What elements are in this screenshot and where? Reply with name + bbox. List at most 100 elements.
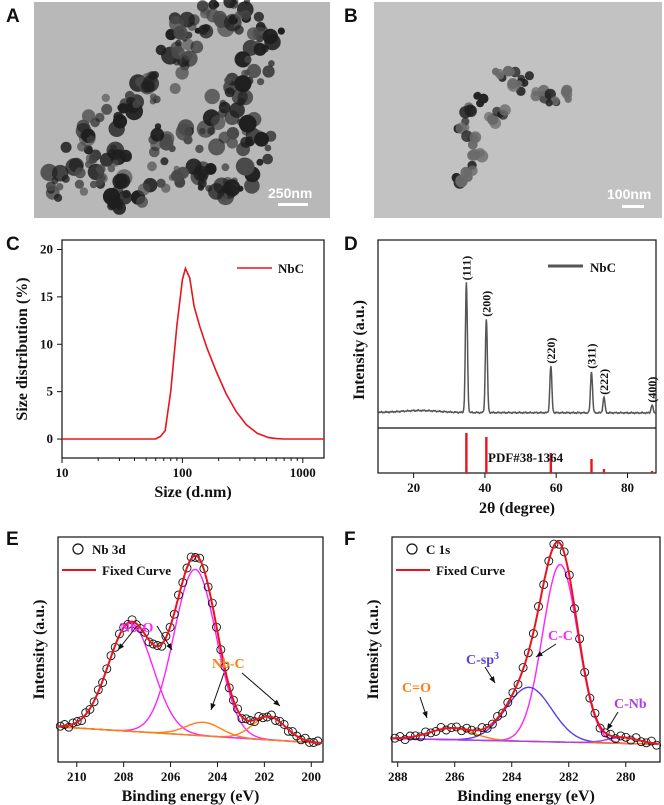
data-point — [436, 722, 446, 732]
particle — [51, 177, 59, 185]
x-tick-label: 10 — [56, 465, 69, 480]
y-tick-label: 15 — [40, 289, 54, 304]
legend-label: Fixed Curve — [436, 563, 505, 578]
particle — [223, 0, 237, 9]
particle — [102, 187, 121, 206]
annotation-arrowhead — [166, 643, 172, 650]
peak-label: (222) — [597, 369, 611, 395]
x-tick-label: 208 — [114, 769, 134, 784]
x-tick-label: 288 — [388, 769, 408, 784]
data-point — [186, 552, 196, 562]
fit-curve — [392, 540, 659, 745]
particle — [253, 11, 264, 22]
panel-label-b: B — [344, 6, 358, 27]
tem-image-b: 100nm — [374, 2, 662, 218]
plot-frame — [61, 239, 325, 459]
particle — [496, 71, 505, 80]
particle — [61, 174, 70, 183]
legend-label: NbC — [590, 260, 616, 275]
data-point — [508, 688, 518, 698]
particle — [175, 39, 182, 47]
particle — [227, 129, 236, 138]
annotation-arrowhead — [210, 703, 216, 710]
component-nb-c-3d3-2 — [57, 721, 322, 744]
scale-bar-label-a: 250nm — [268, 185, 312, 201]
data-point — [241, 714, 251, 724]
particle — [231, 88, 248, 105]
annotation-arrow — [210, 672, 225, 711]
x-tick-label: 286 — [445, 769, 465, 784]
plot-frame — [391, 536, 661, 763]
particle — [190, 40, 204, 54]
component-c-c — [391, 563, 659, 745]
annotation-superscript: 3 — [494, 651, 499, 662]
particle — [244, 178, 260, 194]
particle — [268, 60, 275, 67]
data-point — [102, 664, 112, 674]
data-point — [233, 704, 243, 714]
particle — [246, 63, 262, 79]
plot-frame — [377, 239, 657, 474]
particle — [455, 174, 468, 188]
x-axis-label: 2θ (degree) — [479, 500, 555, 517]
y-axis-label: Intensity (a.u.) — [365, 599, 382, 699]
particle — [564, 95, 572, 104]
particle — [97, 172, 108, 184]
plot-frame — [57, 536, 324, 763]
x-axis-label: Size (d.nm) — [154, 484, 231, 501]
particle — [74, 167, 86, 179]
x-tick-label: 1000 — [290, 465, 316, 480]
particle — [81, 109, 96, 123]
x-tick-label: 210 — [67, 769, 87, 784]
data-point — [652, 740, 662, 750]
particle — [262, 153, 274, 165]
y-axis-label: Intensity (a.u.) — [31, 599, 48, 699]
y-tick-label: 5 — [47, 384, 54, 399]
particle — [111, 159, 119, 167]
chart-f: 288 286 284 282 280 C 1s Fixed Curve Binding en… — [365, 536, 662, 805]
data-point — [228, 695, 238, 705]
particle — [524, 71, 535, 81]
y-tick-label: 20 — [40, 241, 53, 256]
scale-bar-a — [278, 203, 308, 206]
data-point — [313, 736, 323, 746]
particle — [240, 136, 252, 148]
particle — [221, 163, 230, 172]
panel-label-f: F — [344, 529, 356, 550]
x-tick-label: 40 — [478, 480, 491, 495]
annotation-arrowhead — [607, 723, 613, 730]
x-tick-label: 200 — [302, 769, 322, 784]
particle — [247, 27, 260, 41]
annotation-label: C=O — [402, 681, 431, 696]
particle — [226, 137, 238, 149]
x-tick-label: 202 — [255, 769, 275, 784]
data-point — [144, 637, 154, 647]
particle — [141, 79, 155, 93]
particle — [151, 71, 159, 79]
panel-label-d: D — [344, 234, 358, 255]
particle — [240, 10, 252, 21]
particle — [183, 135, 193, 145]
particle — [210, 115, 226, 131]
particle — [257, 78, 265, 86]
particle — [96, 164, 106, 174]
data-point — [195, 553, 205, 563]
particle — [132, 100, 141, 109]
particle — [207, 127, 216, 136]
particle — [112, 173, 128, 189]
x-tick-label: 206 — [161, 769, 181, 784]
particle — [530, 90, 542, 102]
x-tick-label: 282 — [559, 769, 579, 784]
y-axis-label: Intensity (a.u.) — [351, 300, 368, 400]
particle — [107, 164, 116, 173]
peak-label: (220) — [544, 338, 558, 364]
particle — [168, 145, 176, 153]
peak-label: (111) — [459, 256, 473, 281]
legend-label: NbC — [278, 261, 304, 276]
particle — [464, 104, 477, 117]
particle — [504, 68, 513, 77]
particle — [218, 101, 231, 114]
chart-e: 210 208 206 204 202 200 Nb 3d Fixed Curve Bindin… — [31, 536, 324, 805]
particle — [499, 104, 511, 116]
